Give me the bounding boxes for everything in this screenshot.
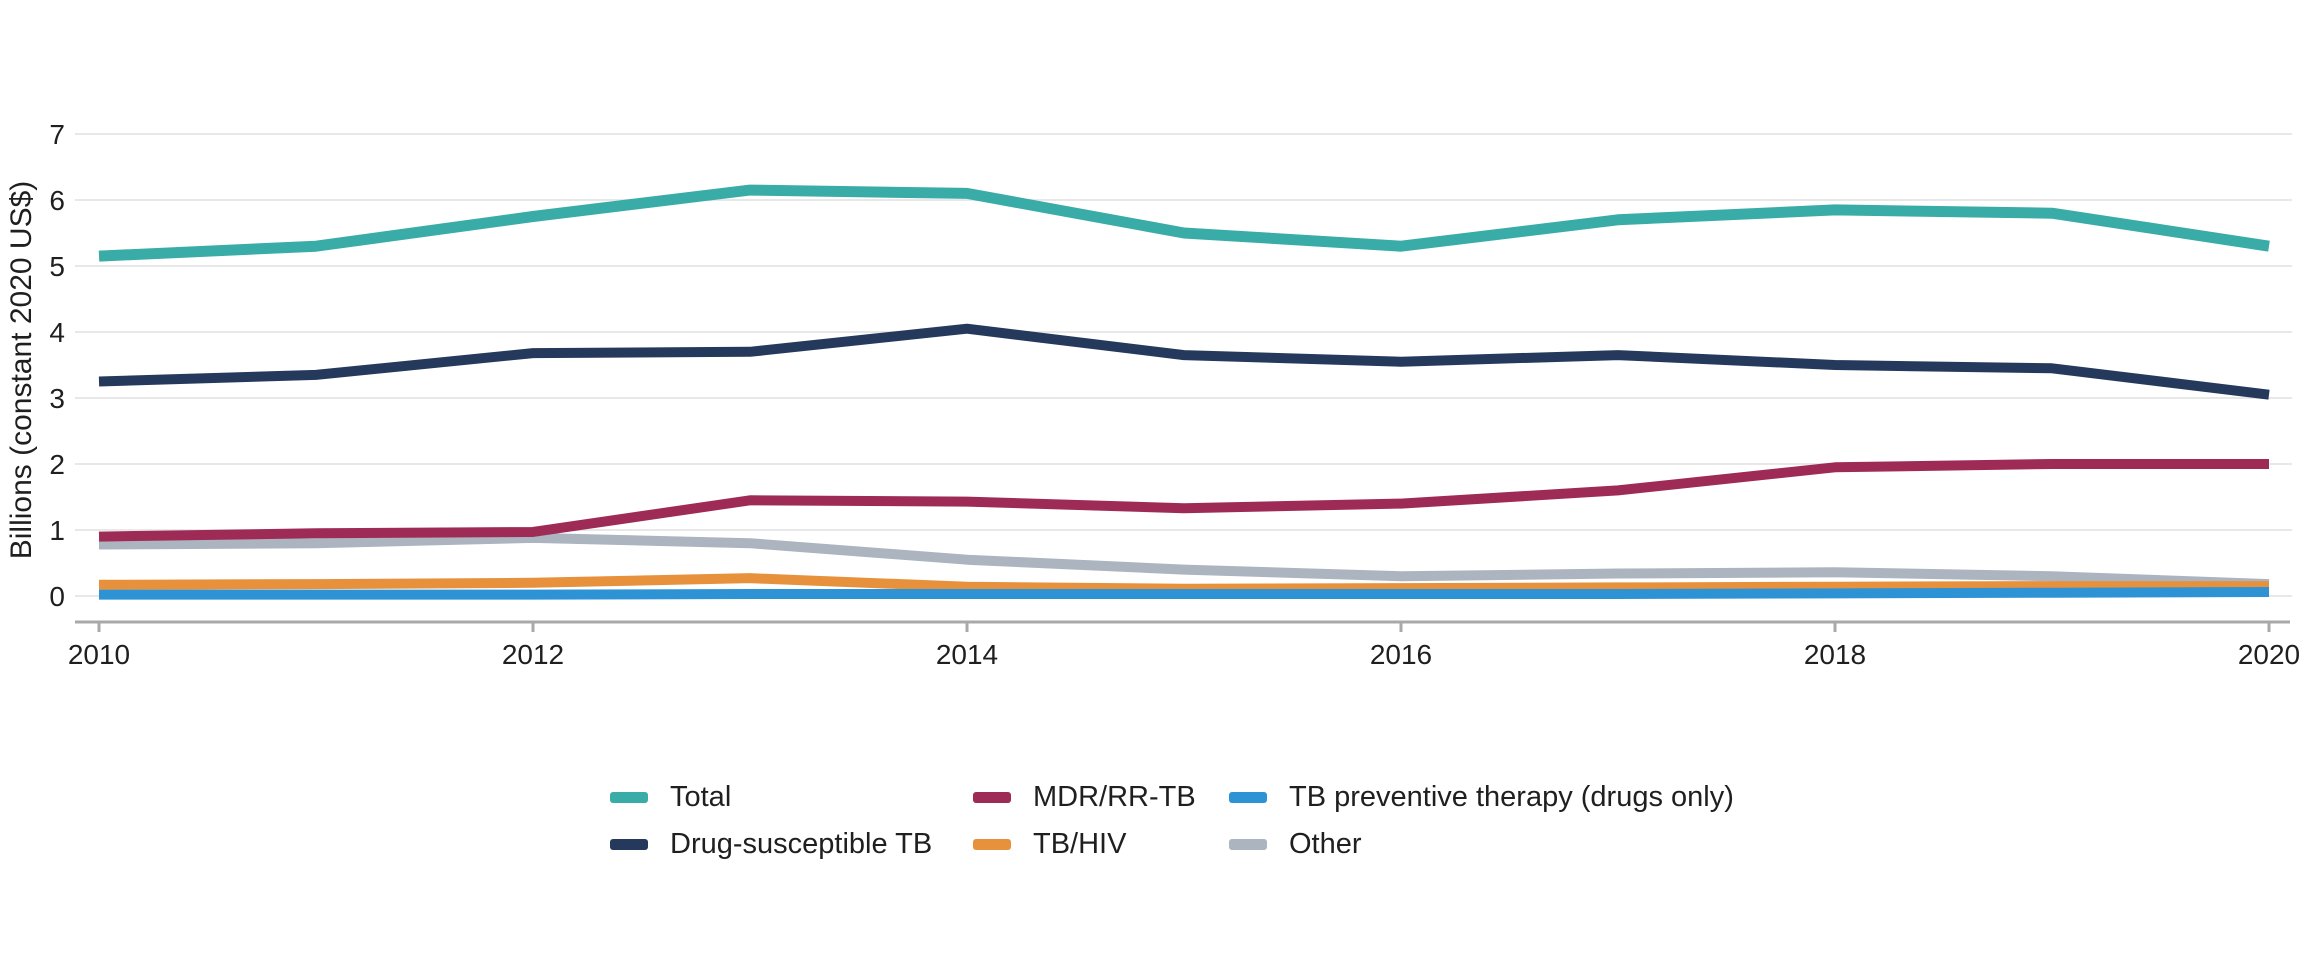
y-tick-label: 7 [49, 119, 65, 150]
x-tick-label: 2020 [2238, 639, 2300, 670]
y-tick-label: 2 [49, 449, 65, 480]
series-line-other [98, 532, 2270, 590]
series-line-tb-hiv [98, 573, 2269, 594]
series-line-tb-preventive-therapy-drugs-only- [99, 587, 2270, 600]
series-line-mdr-rr-tb [98, 459, 2269, 542]
x-tick-label: 2016 [1370, 639, 1432, 670]
x-tick-label: 2014 [936, 639, 998, 670]
x-tick-label: 2018 [1804, 639, 1866, 670]
series-line-total [98, 184, 2270, 262]
y-tick-label: 6 [49, 185, 65, 216]
y-axis-label: Billions (constant 2020 US$) [5, 180, 38, 560]
x-tick-label: 2010 [68, 639, 130, 670]
y-tick-label: 3 [49, 383, 65, 414]
series-line-drug-susceptible-tb [98, 323, 2270, 400]
y-tick-label: 1 [49, 515, 65, 546]
x-tick-label: 2012 [502, 639, 564, 670]
y-tick-label: 5 [49, 251, 65, 282]
y-tick-label: 0 [49, 581, 65, 612]
y-tick-label: 4 [49, 317, 65, 348]
